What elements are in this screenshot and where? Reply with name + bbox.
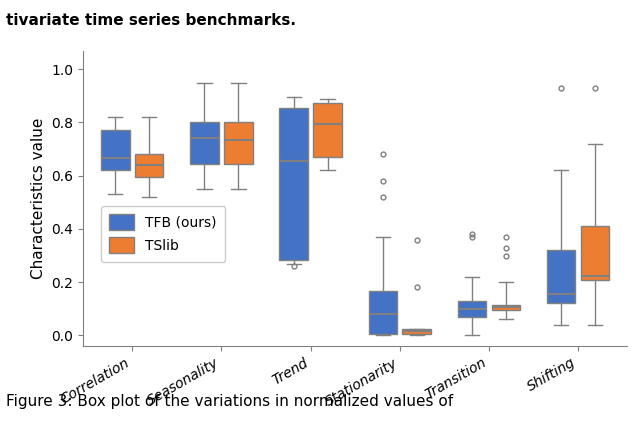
Text: tivariate time series benchmarks.: tivariate time series benchmarks. [6,13,296,28]
Y-axis label: Characteristics value: Characteristics value [31,118,46,279]
PathPatch shape [280,108,308,260]
Text: Figure 3: Box plot of the variations in normalized values of: Figure 3: Box plot of the variations in … [6,394,454,409]
Legend: TFB (ours), TSlib: TFB (ours), TSlib [101,206,225,262]
PathPatch shape [492,305,520,310]
PathPatch shape [581,226,609,279]
PathPatch shape [190,122,219,164]
PathPatch shape [224,122,253,164]
PathPatch shape [547,250,575,303]
PathPatch shape [135,154,163,177]
PathPatch shape [369,292,397,334]
PathPatch shape [458,301,486,317]
PathPatch shape [403,329,431,334]
PathPatch shape [101,130,129,170]
PathPatch shape [314,103,342,157]
